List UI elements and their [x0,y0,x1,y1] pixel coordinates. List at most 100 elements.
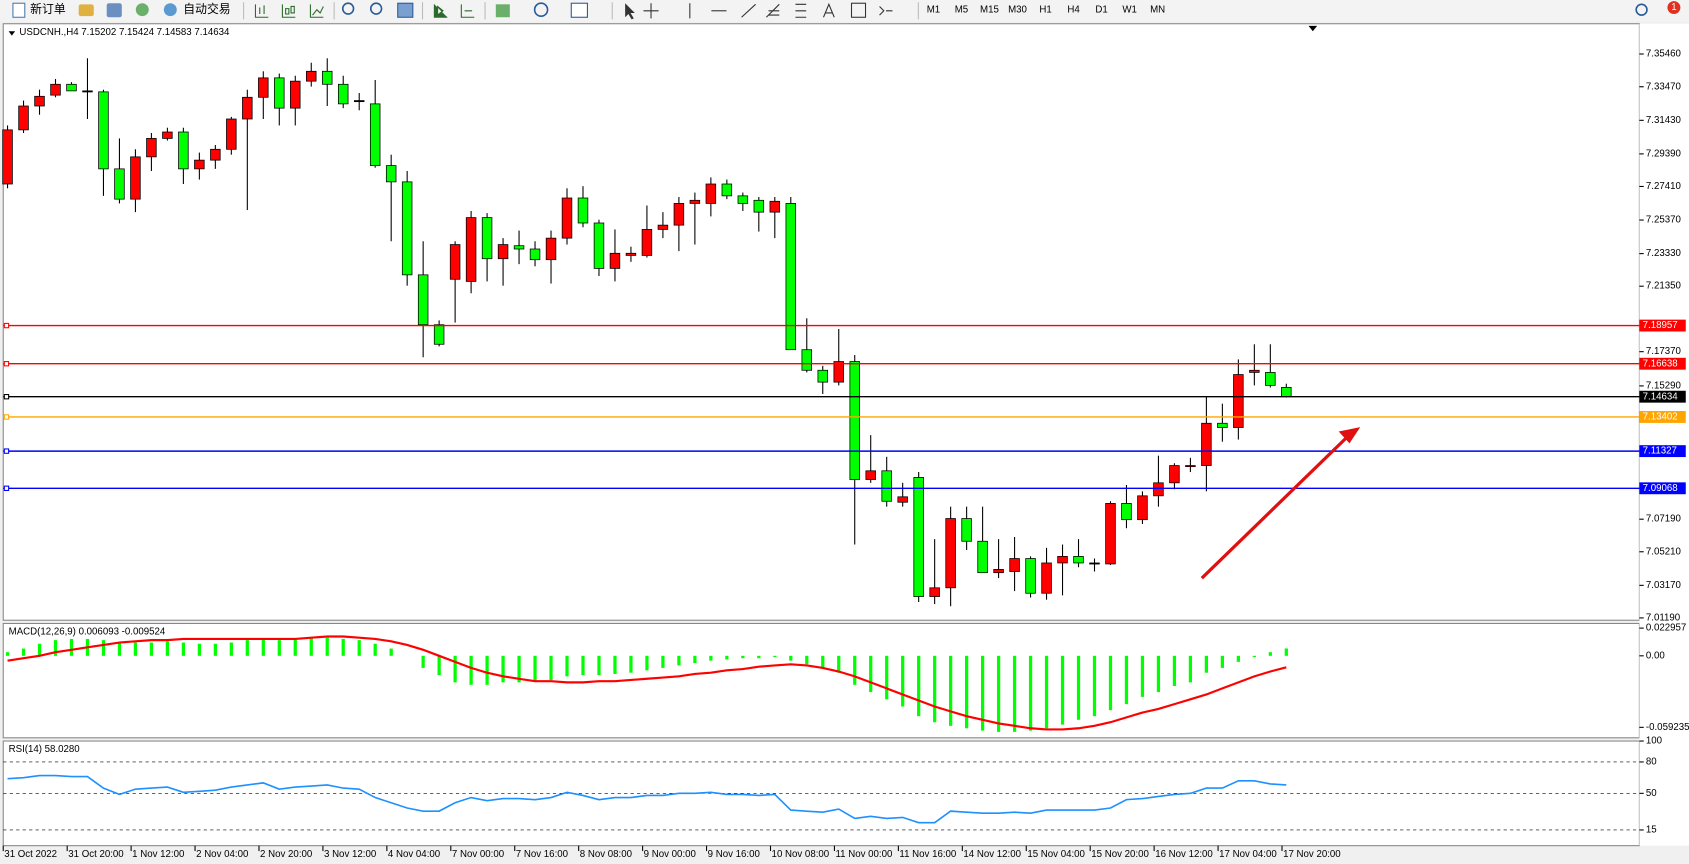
tool-icon[interactable] [135,3,149,17]
annotation-arrow [1200,427,1361,580]
label-tool-icon[interactable] [850,2,867,18]
macd-histogram-bar [293,638,297,656]
timeframe-button[interactable]: W1 [1122,4,1137,15]
price-level-tag [1639,411,1686,423]
candle-body [1073,556,1084,564]
cursor-icon[interactable] [625,3,635,20]
candle-body [561,197,573,239]
arrow-shaft [1200,435,1349,580]
candle-body [82,90,93,93]
macd-histogram-bar [421,655,425,668]
price-level-label: 7.16638 [1643,358,1678,369]
price-level-label: 7.09068 [1643,483,1678,494]
x-tick-label: 9 Nov 00:00 [644,849,697,860]
y-tick-label: 7.29390 [1646,148,1682,159]
new-order-icon [12,2,26,18]
macd-histogram-bar [645,655,649,671]
tool-icon[interactable] [78,4,94,17]
timeframe-button[interactable]: D1 [1095,4,1107,15]
candle-body [801,349,813,371]
candle-body [497,244,509,260]
candle-body [673,203,685,226]
y-tick-label: 0.00 [1646,650,1665,661]
timeframe-button[interactable]: M5 [955,4,968,15]
candle-chart-icon[interactable] [281,4,296,18]
candle-body [401,181,413,276]
y-tick-label: 15 [1646,825,1657,836]
tool-icon[interactable] [106,3,122,18]
timeframe-button[interactable]: H1 [1039,4,1051,15]
auto-trading-button[interactable]: 自动交易 [163,2,231,17]
price-level-tag [1639,319,1686,332]
macd-histogram-bar [517,655,521,683]
macd-histogram-bar [213,643,217,656]
search-icon[interactable] [1635,3,1648,16]
timeframe-button[interactable]: M30 [1008,4,1027,15]
zoom-in-icon[interactable] [341,2,355,15]
candle-body [1217,422,1228,428]
x-tick-label: 9 Nov 16:00 [708,849,761,860]
candle-body [769,200,781,213]
candle-body [226,118,237,150]
macd-histogram-bar [309,637,313,656]
new-order-button[interactable]: 新订单 [12,2,66,18]
x-tick-label: 15 Nov 20:00 [1091,849,1149,860]
x-tick-label: 11 Nov 16:00 [899,849,956,860]
candle-body [785,203,797,351]
macd-histogram-bar [485,655,489,685]
trendline-icon[interactable] [741,3,756,18]
arrows-icon[interactable] [879,6,893,16]
timeframes: M1 M5 M15 M30 H1 H4 D1 W1 MN [927,4,1165,15]
candle-body [34,95,45,107]
y-tick-label: 7.17370 [1646,346,1682,357]
text-tool-icon[interactable] [822,2,835,18]
macd-histogram-bar [1252,655,1256,658]
shift-icon[interactable] [460,4,475,18]
candle-body [993,569,1004,574]
timeframe-button[interactable]: H4 [1067,4,1080,15]
macd-histogram-bar [5,652,10,656]
x-tick-label: 10 Nov 08:00 [772,849,830,860]
chart-menu-arrow [8,31,16,36]
candle-body [290,80,301,109]
macd-histogram-bar [901,655,905,707]
price-axis [1639,23,1689,846]
macd-histogram-bar [789,655,793,661]
zoom-out-icon[interactable] [369,2,383,15]
y-tick-label: 7.25370 [1646,215,1682,226]
candle-body [258,77,269,98]
crosshair-icon[interactable] [643,3,659,19]
macd-histogram-bar [821,655,825,668]
indicators-icon[interactable] [495,4,510,18]
candle-body [306,70,317,82]
candle-body [385,165,397,183]
autoscroll-icon[interactable] [433,4,448,18]
templates-icon[interactable] [570,2,588,18]
timeframe-button[interactable]: M1 [927,4,940,15]
timeframe-button[interactable]: M15 [980,4,999,15]
macd-panel [2,622,1640,739]
macd-histogram-bar [1172,655,1177,687]
y-tick-label: 7.27410 [1646,181,1682,192]
shift-marker [1308,25,1318,32]
bar-chart-icon[interactable] [254,4,269,18]
x-tick-label: 15 Nov 04:00 [1027,849,1085,860]
macd-histogram-bar [165,641,170,656]
channel-icon[interactable] [765,3,780,18]
x-tick-label: 2 Nov 04:00 [196,849,249,860]
price-level-tag [1639,357,1686,370]
tile-icon[interactable] [397,2,414,18]
periods-icon[interactable] [533,2,549,17]
timeframe-button[interactable]: MN [1150,4,1165,15]
macd-histogram-bar [1156,655,1161,693]
notifications[interactable]: 1 [1667,1,1681,15]
line-chart-icon[interactable] [309,4,324,18]
candle-body [1249,369,1260,373]
price-level-label: 7.11327 [1643,446,1677,457]
macd-histogram-bar [933,655,937,723]
macd-histogram-bar [69,638,74,656]
macd-histogram-bar [277,640,281,656]
fibo-icon[interactable] [795,3,807,18]
macd-histogram-bar [885,655,889,700]
candle-body [753,199,765,213]
